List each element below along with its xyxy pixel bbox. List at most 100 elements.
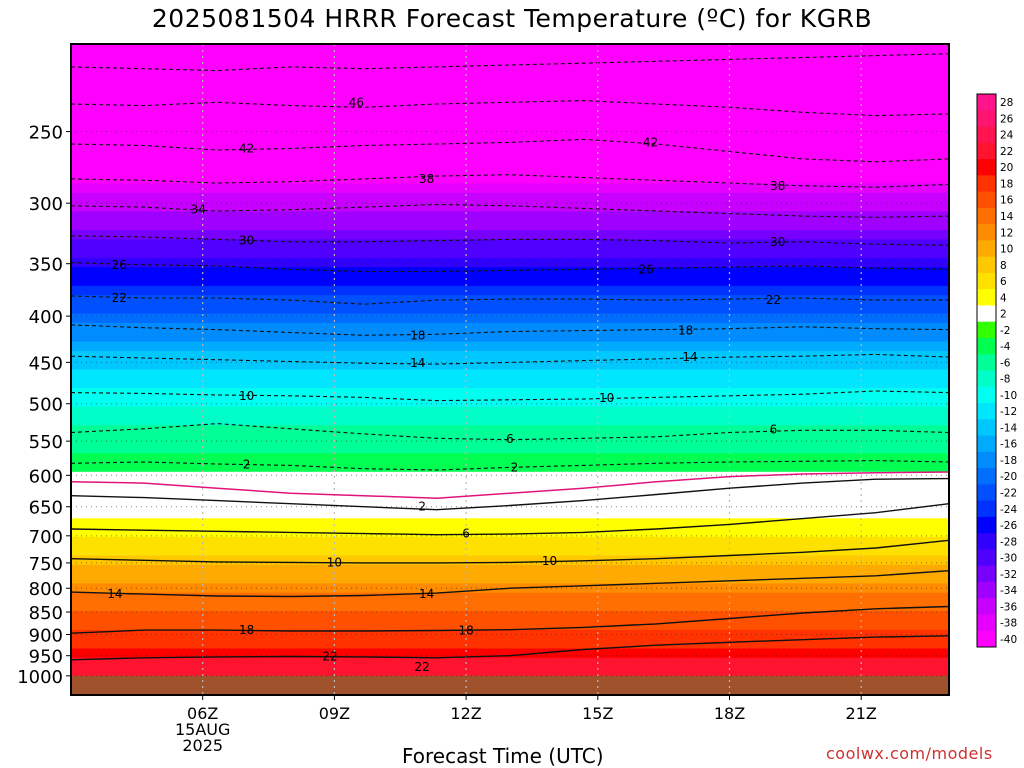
legend-swatch — [977, 581, 996, 599]
contour-line-22 — [71, 635, 949, 661]
legend-label: -10 — [1000, 390, 1017, 402]
contour-line-14 — [71, 570, 949, 598]
contour-label: 10 — [599, 391, 614, 405]
legend-label: -14 — [1000, 422, 1017, 434]
x-tick-label: 2025 — [182, 736, 223, 755]
grid-lines — [71, 44, 949, 695]
temperature-band — [71, 639, 949, 650]
y-tick-label: 650 — [29, 498, 63, 519]
temperature-band — [71, 267, 949, 278]
legend-swatch — [977, 549, 996, 567]
temperature-band — [71, 629, 949, 640]
contour-label: 26 — [638, 262, 653, 276]
contour-label: 42 — [643, 135, 658, 149]
contour-label: 10 — [542, 554, 557, 568]
contour-label: 2 — [243, 458, 251, 472]
contour-label: 22 — [766, 293, 781, 307]
temperature-band — [71, 202, 949, 212]
credit-link[interactable]: coolwx.com/models — [826, 744, 993, 763]
y-tick-label: 300 — [29, 194, 63, 215]
temperature-band — [71, 527, 949, 538]
legend-label: 10 — [1000, 244, 1013, 256]
contour-line-0 — [71, 471, 949, 499]
legend-swatch — [977, 500, 996, 518]
contour-label: 10 — [327, 555, 342, 569]
contour-label: 10 — [239, 389, 254, 403]
legend-swatch — [977, 240, 996, 258]
y-tick-label: 700 — [29, 527, 63, 548]
y-tick-label: 950 — [29, 647, 63, 668]
legend-label: 22 — [1000, 146, 1013, 158]
legend-label: -20 — [1000, 471, 1017, 483]
legend-label: -4 — [1000, 341, 1011, 353]
contour-label: 34 — [191, 203, 206, 217]
legend-swatch — [977, 224, 996, 241]
legend-swatch — [977, 126, 996, 144]
legend-swatch — [977, 175, 996, 192]
temperature-band — [71, 564, 949, 575]
contour-label: 14 — [419, 587, 434, 601]
legend-swatch — [977, 370, 996, 388]
temperature-band — [71, 667, 949, 677]
legend-swatch — [977, 435, 996, 453]
temperature-band — [71, 81, 949, 92]
temperature-band — [71, 239, 949, 250]
legend-swatch — [977, 516, 996, 534]
contour-label: 18 — [678, 324, 693, 338]
temperature-band — [71, 211, 949, 222]
temperature-band — [71, 62, 949, 73]
x-tick-label: 18Z — [714, 704, 745, 723]
contour-line-6 — [71, 503, 949, 536]
contour-label: 38 — [770, 179, 785, 193]
temperature-band — [71, 425, 949, 436]
temperature-band — [71, 285, 949, 296]
contour-label: 6 — [462, 527, 470, 541]
temperature-band — [71, 257, 949, 268]
temperature-band — [71, 546, 949, 557]
legend-label: -6 — [1000, 357, 1011, 369]
legend-label: 18 — [1000, 179, 1013, 191]
legend-label: -40 — [1000, 634, 1017, 646]
legend-swatch — [977, 386, 996, 404]
legend-swatch — [977, 614, 996, 632]
legend-label: 14 — [1000, 211, 1014, 223]
x-tick-label: 06Z — [187, 704, 218, 723]
contour-label: 22 — [415, 660, 430, 674]
y-tick-label: 1000 — [17, 667, 63, 688]
temperature-band — [71, 369, 949, 380]
y-tick-label: 800 — [29, 579, 63, 600]
legend-swatch — [977, 419, 996, 436]
y-tick-label: 250 — [29, 123, 63, 144]
temperature-band — [71, 490, 949, 501]
temperature-band — [71, 183, 949, 194]
temperature-band — [71, 220, 949, 231]
legend-swatch — [977, 598, 996, 615]
contour-label: 22 — [322, 650, 337, 664]
temperature-band — [71, 332, 949, 343]
temperature-band — [71, 109, 949, 119]
chart-title: 2025081504 HRRR Forecast Temperature (ºC… — [151, 4, 873, 33]
y-tick-label: 500 — [29, 395, 63, 416]
temperature-band — [71, 620, 949, 631]
legend-swatch — [977, 94, 996, 111]
legend-label: -34 — [1000, 585, 1017, 597]
temperature-band — [71, 71, 949, 82]
legend-label: -16 — [1000, 439, 1017, 451]
x-tick-label: 15AUG — [175, 720, 230, 739]
legend-label: 20 — [1000, 162, 1013, 174]
contour-line-minus-10 — [71, 390, 949, 402]
temperature-band — [71, 536, 949, 547]
legend-swatch — [977, 289, 996, 306]
x-tick-label: 21Z — [846, 704, 877, 723]
temperature-band — [71, 155, 949, 166]
temperature-band — [71, 378, 949, 389]
temperature-band — [71, 406, 949, 417]
contour-label: 18 — [410, 328, 425, 342]
temperature-band — [71, 611, 949, 622]
temperature-band — [71, 118, 949, 129]
legend-swatch — [977, 451, 996, 469]
contour-label: 18 — [458, 624, 473, 638]
temperature-band — [71, 295, 949, 305]
legend-swatch — [977, 110, 996, 127]
